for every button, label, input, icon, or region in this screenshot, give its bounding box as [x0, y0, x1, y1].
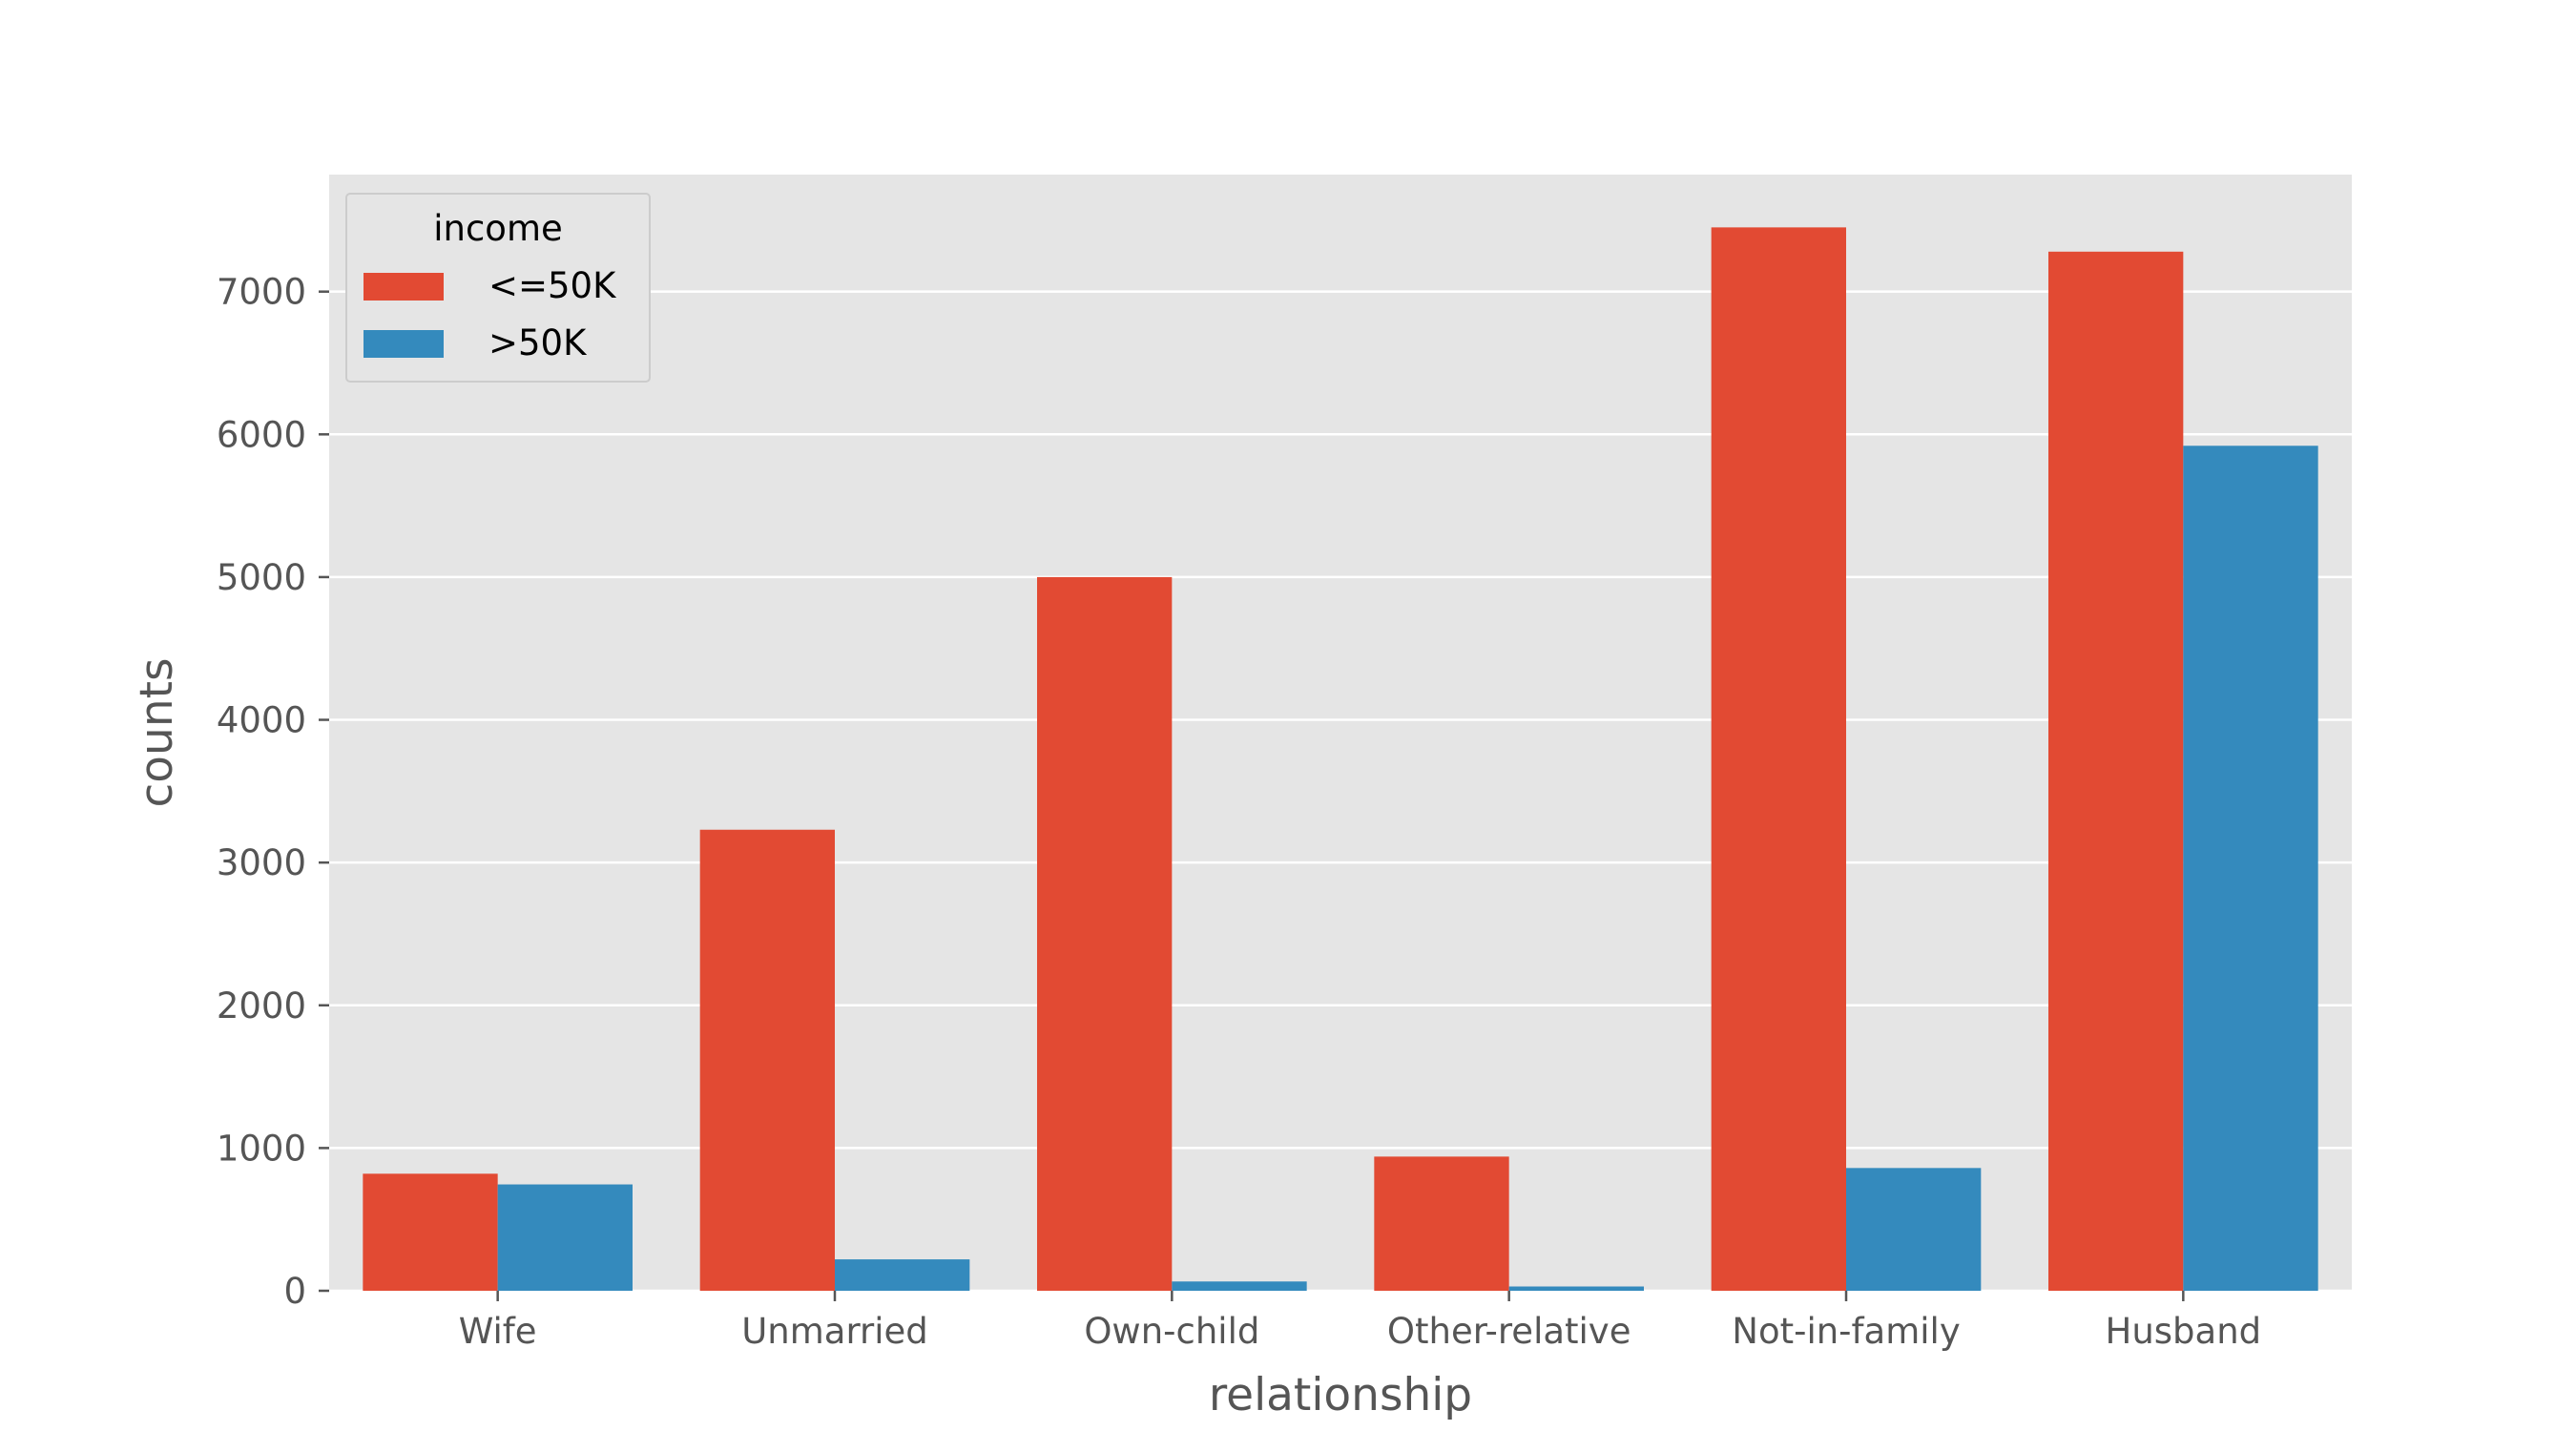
bar — [1172, 1281, 1307, 1291]
bar — [497, 1184, 633, 1291]
bar — [835, 1259, 970, 1291]
y-tick-label: 0 — [283, 1271, 306, 1312]
x-tick-label: Wife — [459, 1311, 537, 1352]
y-tick-label: 5000 — [217, 557, 306, 598]
bar — [1037, 576, 1173, 1291]
y-axis: 0 1000 2000 3000 4000 5000 6000 7000 — [217, 272, 329, 1312]
y-axis-label: counts — [131, 657, 183, 807]
x-axis-label: relationship — [1209, 1369, 1472, 1421]
legend-title: income — [433, 208, 563, 249]
legend-label-0: <=50K — [488, 265, 617, 306]
bar — [2048, 251, 2184, 1291]
y-tick-label: 1000 — [217, 1128, 306, 1169]
bar — [1374, 1156, 1509, 1291]
bars — [363, 227, 2318, 1292]
legend-label-1: >50K — [488, 322, 588, 363]
legend-swatch-0 — [364, 273, 444, 301]
y-tick-label: 3000 — [217, 842, 306, 883]
x-tick-label: Own-child — [1084, 1311, 1259, 1352]
y-tick-label: 6000 — [217, 414, 306, 455]
y-tick-label: 2000 — [217, 985, 306, 1027]
x-axis: Wife Unmarried Own-child Other-relative Not-… — [459, 1291, 2261, 1352]
legend: income <=50K >50K — [345, 193, 651, 383]
plot-area — [329, 175, 2352, 1291]
bar — [2183, 446, 2318, 1291]
x-tick-label: Other-relative — [1387, 1311, 1631, 1352]
bar — [1846, 1168, 1982, 1291]
bar — [699, 829, 835, 1291]
y-tick-label: 4000 — [217, 700, 306, 741]
legend-swatch-1 — [364, 330, 444, 358]
x-tick-label: Not-in-family — [1732, 1311, 1960, 1352]
bar — [363, 1173, 498, 1291]
grid-lines — [329, 290, 2352, 1293]
y-tick-label: 7000 — [217, 272, 306, 313]
bar — [1711, 227, 1846, 1292]
bar — [1508, 1286, 1644, 1291]
x-tick-label: Husband — [2106, 1311, 2262, 1352]
x-tick-label: Unmarried — [741, 1311, 928, 1352]
